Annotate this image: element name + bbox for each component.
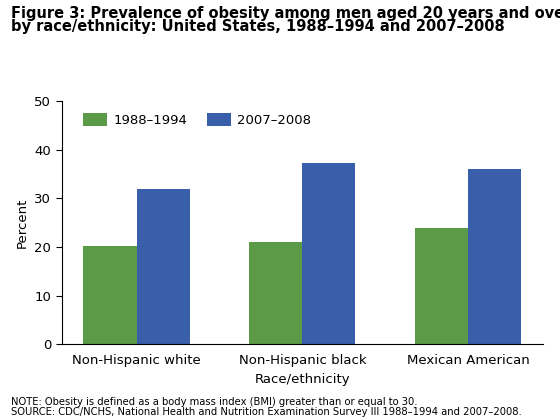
Bar	[137, 189, 190, 344]
Bar	[468, 170, 521, 344]
Bar	[83, 247, 137, 344]
Bar	[249, 242, 302, 344]
Bar	[302, 163, 356, 344]
Text: by race/ethnicity: United States, 1988–1994 and 2007–2008: by race/ethnicity: United States, 1988–1…	[11, 19, 505, 34]
Text: Figure 3: Prevalence of obesity among men aged 20 years and over,: Figure 3: Prevalence of obesity among me…	[11, 6, 560, 21]
X-axis label: Race/ethnicity: Race/ethnicity	[255, 373, 350, 386]
Text: SOURCE: CDC/NCHS, National Health and Nutrition Examination Survey III 1988–1994: SOURCE: CDC/NCHS, National Health and Nu…	[11, 407, 522, 417]
Legend: 1988–1994, 2007–2008: 1988–1994, 2007–2008	[78, 108, 317, 132]
Text: NOTE: Obesity is defined as a body mass index (BMI) greater than or equal to 30.: NOTE: Obesity is defined as a body mass …	[11, 397, 418, 407]
Y-axis label: Percent: Percent	[16, 197, 29, 248]
Bar	[415, 228, 468, 344]
